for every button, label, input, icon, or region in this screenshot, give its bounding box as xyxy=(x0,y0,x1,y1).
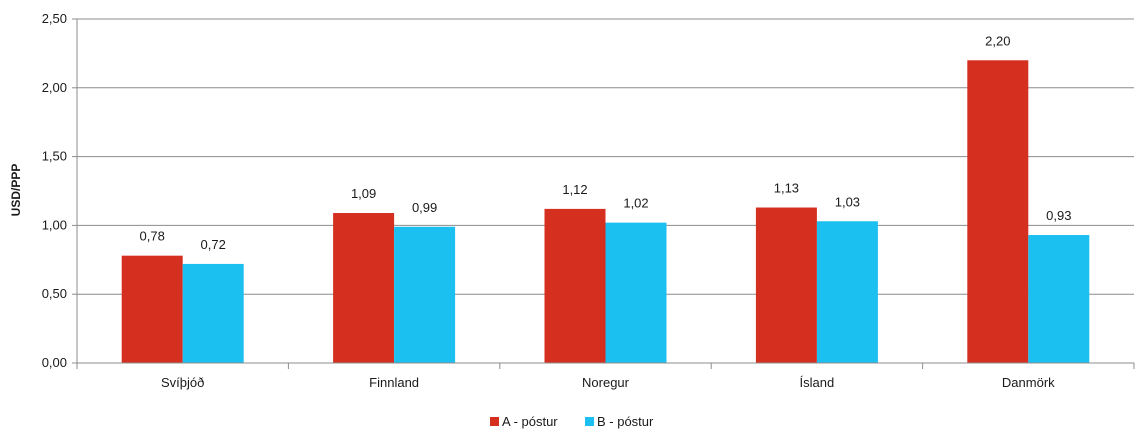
data-label: 0,93 xyxy=(1046,208,1071,223)
x-tick-label: Noregur xyxy=(582,375,630,390)
bar xyxy=(816,221,878,363)
y-axis-title: USD/PPP xyxy=(9,164,23,217)
y-tick-label: 2,00 xyxy=(42,80,67,95)
data-label: 1,09 xyxy=(351,186,376,201)
x-tick-label: Ísland xyxy=(800,375,835,390)
legend: A - póstur B - póstur xyxy=(490,414,654,429)
data-label: 1,02 xyxy=(623,196,648,211)
data-label: 1,03 xyxy=(835,194,860,209)
bar xyxy=(333,213,395,363)
bar xyxy=(182,263,244,363)
y-tick-label: 1,50 xyxy=(42,149,67,164)
data-label: 0,99 xyxy=(412,200,437,215)
x-tick-label: Svíþjóð xyxy=(161,375,204,390)
legend-label: B - póstur xyxy=(597,414,654,429)
bar xyxy=(755,207,817,363)
data-label: 0,78 xyxy=(140,229,165,244)
bar xyxy=(1028,235,1090,363)
legend-label: A - póstur xyxy=(502,414,558,429)
bar xyxy=(967,60,1029,363)
x-tick-label: Danmörk xyxy=(1002,375,1055,390)
legend-swatch xyxy=(585,417,594,426)
data-label: 2,20 xyxy=(985,33,1010,48)
y-tick-label: 0,00 xyxy=(42,355,67,370)
axes: 0,00 0,50 1,00 1,50 2,00 2,50 Svíþjóð Finnland N… xyxy=(42,11,1135,390)
bars xyxy=(121,60,1090,363)
data-labels: 0,78 0,72 1,09 0,99 1,12 1,02 1,13 1,03 2,20 0,93 xyxy=(140,33,1072,252)
bar xyxy=(394,226,456,363)
data-label: 1,13 xyxy=(774,181,799,196)
data-label: 1,12 xyxy=(562,182,587,197)
y-tick-label: 2,50 xyxy=(42,11,67,26)
y-tick-label: 1,00 xyxy=(42,217,67,232)
data-label: 0,72 xyxy=(201,237,226,252)
bar xyxy=(605,222,667,363)
legend-swatch xyxy=(490,417,499,426)
bar xyxy=(544,208,606,363)
gridlines xyxy=(77,18,1134,295)
bar xyxy=(121,255,183,363)
y-tick-label: 0,50 xyxy=(42,286,67,301)
x-tick-label: Finnland xyxy=(369,375,419,390)
